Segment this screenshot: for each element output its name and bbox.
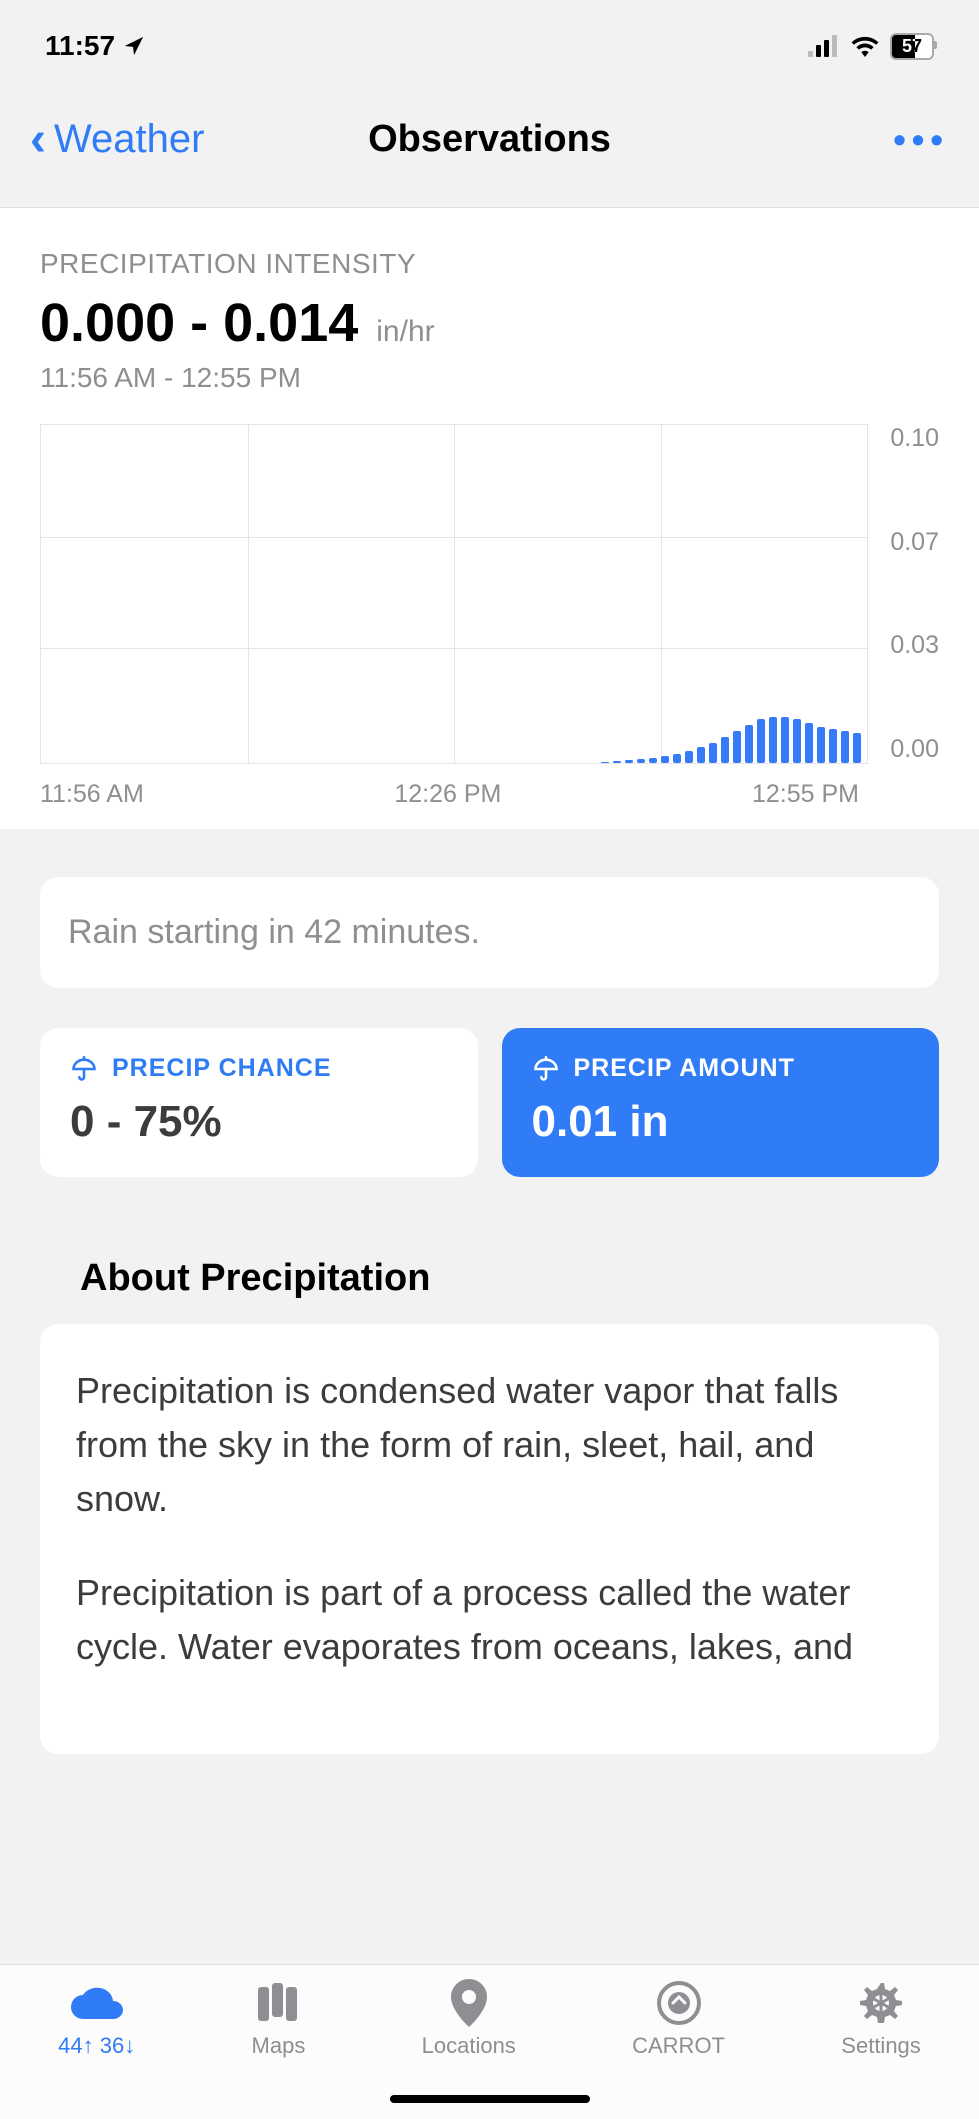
map-icon [254,1981,302,2025]
chart-bar [805,723,813,763]
chevron-left-icon: ‹ [30,112,46,167]
x-tick: 11:56 AM [40,780,144,809]
chart-bar [793,719,801,763]
chart-bar [613,761,621,763]
y-tick: 0.00 [890,735,939,764]
status-bar: 11:57 57 [0,0,979,82]
tab-locations[interactable]: Locations [422,1979,516,2059]
tab-weather[interactable]: 44↑ 36↓ [58,1979,135,2059]
chart-unit: in/hr [376,315,434,349]
chart-bar [769,717,777,763]
umbrella-icon [70,1055,98,1083]
chart-bar [685,751,693,763]
chart-bar [673,754,681,763]
chart-bar [757,719,765,763]
card-header: PRECIP AMOUNT [532,1054,910,1083]
tab-label: Locations [422,2033,516,2059]
cloud-icon [69,1983,125,2023]
tab-label: CARROT [632,2033,725,2059]
status-time: 11:57 [45,30,145,62]
chart[interactable]: 0.10 0.07 0.03 0.00 [40,424,939,764]
chart-y-axis: 0.10 0.07 0.03 0.00 [890,424,939,764]
about-section: About Precipitation Precipitation is con… [0,1257,979,1754]
more-button[interactable]: ••• [893,119,949,161]
chart-bar [661,756,669,763]
chart-bar [637,759,645,763]
about-paragraph: Precipitation is part of a process calle… [76,1566,903,1674]
x-tick: 12:55 PM [752,780,859,809]
status-time-text: 11:57 [45,30,115,62]
card-value: 0 - 75% [70,1097,448,1147]
cellular-icon [808,35,840,57]
chart-bar [601,762,609,763]
home-indicator[interactable] [390,2095,590,2103]
x-tick: 12:26 PM [394,780,501,809]
y-tick: 0.07 [890,528,939,557]
tab-maps[interactable]: Maps [252,1979,306,2059]
chart-bar [733,731,741,763]
chart-time-range: 11:56 AM - 12:55 PM [40,362,939,394]
chart-label: PRECIPITATION INTENSITY [40,248,939,280]
pin-icon [451,1979,487,2027]
chart-bar [697,747,705,763]
chart-bar [625,760,633,763]
chart-value-row: 0.000 - 0.014 in/hr [40,292,939,354]
card-header: PRECIP CHANCE [70,1054,448,1083]
card-label: PRECIP CHANCE [112,1054,332,1083]
card-label: PRECIP AMOUNT [574,1054,795,1083]
carrot-icon [655,1979,703,2027]
wifi-icon [850,35,880,57]
umbrella-icon [532,1055,560,1083]
tab-settings[interactable]: Settings [841,1979,921,2059]
y-tick: 0.10 [890,424,939,453]
chart-grid [40,424,868,764]
chart-bar [649,758,657,763]
back-button[interactable]: ‹ Weather [30,112,204,167]
gear-icon [857,1979,905,2027]
nav-bar: ‹ Weather Observations ••• [0,82,979,208]
alert-text: Rain starting in 42 minutes. [68,913,480,951]
back-label: Weather [54,117,204,162]
precip-chance-card[interactable]: PRECIP CHANCE 0 - 75% [40,1028,478,1177]
alert-card[interactable]: Rain starting in 42 minutes. [40,877,939,988]
chart-bar [721,737,729,763]
about-paragraph: Precipitation is condensed water vapor t… [76,1364,903,1526]
chart-bar [781,717,789,763]
chart-bar [745,725,753,763]
card-value: 0.01 in [532,1097,910,1147]
tab-weather-temps: 44↑ 36↓ [58,2033,135,2059]
chart-bar [829,729,837,763]
chart-bar [853,733,861,763]
chart-bar [709,743,717,763]
y-tick: 0.03 [890,631,939,660]
chart-bar [817,727,825,763]
stat-cards: PRECIP CHANCE 0 - 75% PRECIP AMOUNT 0.01… [0,1028,979,1177]
tab-label: Settings [841,2033,921,2059]
about-title: About Precipitation [40,1257,939,1300]
location-arrow-icon [123,35,145,57]
chart-value: 0.000 - 0.014 [40,292,358,354]
tab-label: Maps [252,2033,306,2059]
chart-x-axis: 11:56 AM 12:26 PM 12:55 PM [40,780,939,809]
page-title: Observations [368,118,611,161]
battery-icon: 57 [890,33,934,60]
precip-amount-card[interactable]: PRECIP AMOUNT 0.01 in [502,1028,940,1177]
tab-carrot[interactable]: CARROT [632,1979,725,2059]
chart-bar [841,731,849,763]
status-icons: 57 [808,33,934,60]
about-card[interactable]: Precipitation is condensed water vapor t… [40,1324,939,1754]
chart-section: PRECIPITATION INTENSITY 0.000 - 0.014 in… [0,208,979,829]
